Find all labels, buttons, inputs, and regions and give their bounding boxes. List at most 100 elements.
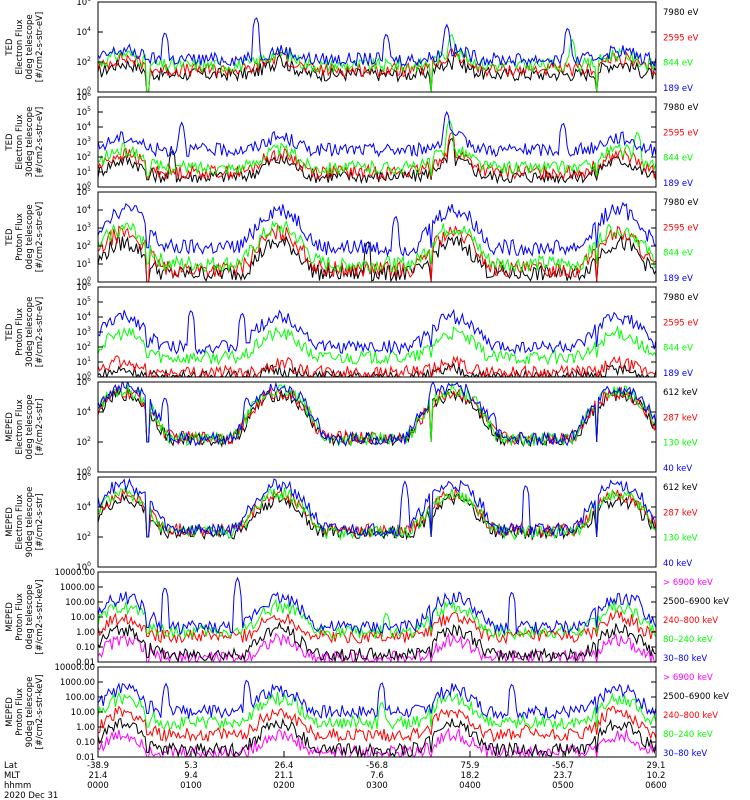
legend-entry: 40 keV <box>663 559 692 569</box>
legend-entry: 844 eV <box>663 59 693 69</box>
legend-entry: 240–800 keV <box>663 711 718 721</box>
y-axis-label: 0deg telescope <box>25 584 35 649</box>
y-tick-label: 1000.00 <box>60 583 95 593</box>
series-line-ted-electron-30deg-3 <box>98 110 656 158</box>
x-tick-label-lat: -56.8 <box>366 761 388 771</box>
y-tick-label: 100.00 <box>65 598 95 608</box>
series-line-ted-proton-30deg-3 <box>98 308 656 356</box>
y-tick-label: 101 <box>76 166 91 178</box>
series-line-meped-proton-90deg-4 <box>98 679 656 720</box>
y-axis-label: Proton Flux <box>15 308 25 356</box>
legend-entry: 2595 eV <box>663 223 699 233</box>
x-tick-label-lat: -38.9 <box>87 761 109 771</box>
legend-entry: 2500–6900 keV <box>663 692 729 702</box>
panel-meped-proton-90deg: 0.01 0.10 1.00 10.00 100.00 1000.00 10000.00 ME… <box>5 663 729 763</box>
y-axis-label: [#/cm2-s-str-eV] <box>35 107 45 177</box>
legend-entry: 189 eV <box>663 369 693 379</box>
series-line-meped-proton-0deg-4 <box>98 576 656 636</box>
series-line-ted-proton-30deg-1 <box>98 355 656 377</box>
series-line-meped-electron-90deg-3 <box>98 477 656 538</box>
x-tick-label-hhmm: 0500 <box>552 781 574 791</box>
x-tick-label-lat: 29.1 <box>647 761 666 771</box>
y-tick-label: 103 <box>76 222 91 234</box>
y-tick-label: 104 <box>76 204 91 216</box>
y-tick-label: 103 <box>76 136 91 148</box>
x-tick-label-mlt: 18.2 <box>461 771 480 781</box>
series-line-meped-electron-0deg-1 <box>98 385 656 446</box>
x-tick-label-hhmm: 0100 <box>180 781 202 791</box>
y-axis-label: Proton Flux <box>15 213 25 261</box>
series-line-meped-proton-90deg-2 <box>98 705 656 743</box>
legend-entry: 2595 eV <box>663 128 699 138</box>
y-axis-label: Electron Flux <box>15 494 25 549</box>
y-axis-label: 90deg telescope <box>25 677 35 748</box>
legend-entry: 30–80 keV <box>663 654 707 664</box>
legend-entry: 2595 eV <box>663 318 699 328</box>
series-line-ted-proton-30deg-2 <box>98 324 656 366</box>
x-axis-row-label: MLT <box>4 771 21 781</box>
y-axis-label: 0deg telescope <box>25 204 35 269</box>
y-tick-label: 101 <box>76 356 91 368</box>
legend-entry: 189 eV <box>663 84 693 94</box>
y-axis-label: TED <box>5 323 15 342</box>
y-tick-label: 0.01 <box>76 658 95 668</box>
y-axis-label: [#/cm2-s-str] <box>35 494 45 551</box>
y-tick-label: 0.01 <box>76 753 95 763</box>
series-line-ted-electron-30deg-2 <box>98 120 656 177</box>
y-tick-label: 102 <box>76 436 91 448</box>
legend-entry: 844 eV <box>663 154 693 164</box>
legend-entry: 40 keV <box>663 464 692 474</box>
y-axis-label: MEPED <box>5 602 15 632</box>
legend-entry: 7980 eV <box>663 198 699 208</box>
y-tick-label: 0.10 <box>76 643 95 653</box>
x-tick-label-hhmm: 0400 <box>459 781 481 791</box>
y-axis-label: Proton Flux <box>15 593 25 641</box>
y-tick-label: 0.10 <box>76 738 95 748</box>
y-axis-label: 0deg telescope <box>25 394 35 459</box>
y-axis-label: [#/cm2-s-str-keV] <box>35 580 45 655</box>
y-axis-label: Electron Flux <box>15 19 25 74</box>
series-line-ted-proton-0deg-1 <box>98 224 656 282</box>
y-axis-label: [#/cm2-s-str-eV] <box>35 202 45 272</box>
legend-entry: 612 keV <box>663 388 698 398</box>
panel-frame <box>97 571 657 663</box>
legend-entry: 2595 eV <box>663 33 699 43</box>
y-tick-label: 10.00 <box>71 708 95 718</box>
x-tick-label-lat: 26.4 <box>275 761 294 771</box>
x-axis-row-label: hhmm <box>4 781 31 791</box>
y-tick-label: 105 <box>76 106 91 118</box>
legend-entry: 240–800 keV <box>663 616 718 626</box>
legend-entry: 80–240 keV <box>663 730 713 740</box>
y-axis-label: TED <box>5 228 15 247</box>
panel-frame <box>97 476 657 568</box>
y-tick-label: 105 <box>76 296 91 308</box>
y-tick-label: 104 <box>76 121 91 133</box>
y-axis-label: TED <box>5 38 15 57</box>
x-tick-label-mlt: 23.7 <box>554 771 573 781</box>
x-tick-label-lat: 75.9 <box>461 761 480 771</box>
legend-entry: 844 eV <box>663 249 693 259</box>
x-tick-label-mlt: 21.4 <box>89 771 108 781</box>
y-tick-label: 102 <box>76 56 91 68</box>
series-line-meped-proton-0deg-1 <box>98 621 656 662</box>
legend-entry: 7980 eV <box>663 8 699 18</box>
y-axis-label: MEPED <box>5 412 15 442</box>
y-tick-label: 1.00 <box>76 723 95 733</box>
series-line-ted-electron-0deg-0 <box>98 51 656 92</box>
panel-frame <box>97 191 657 283</box>
y-tick-label: 10000.00 <box>54 663 95 673</box>
series-line-meped-proton-0deg-2 <box>98 610 656 645</box>
y-axis-label: [#/cm2-s-str-eV] <box>35 12 45 82</box>
series-line-ted-electron-30deg-1 <box>98 131 656 181</box>
y-axis-label: [#/cm2-s-str] <box>35 399 45 456</box>
y-axis-label: 30deg telescope <box>25 297 35 368</box>
y-tick-label: 102 <box>76 531 91 543</box>
y-axis-label: 0deg telescope <box>25 14 35 79</box>
